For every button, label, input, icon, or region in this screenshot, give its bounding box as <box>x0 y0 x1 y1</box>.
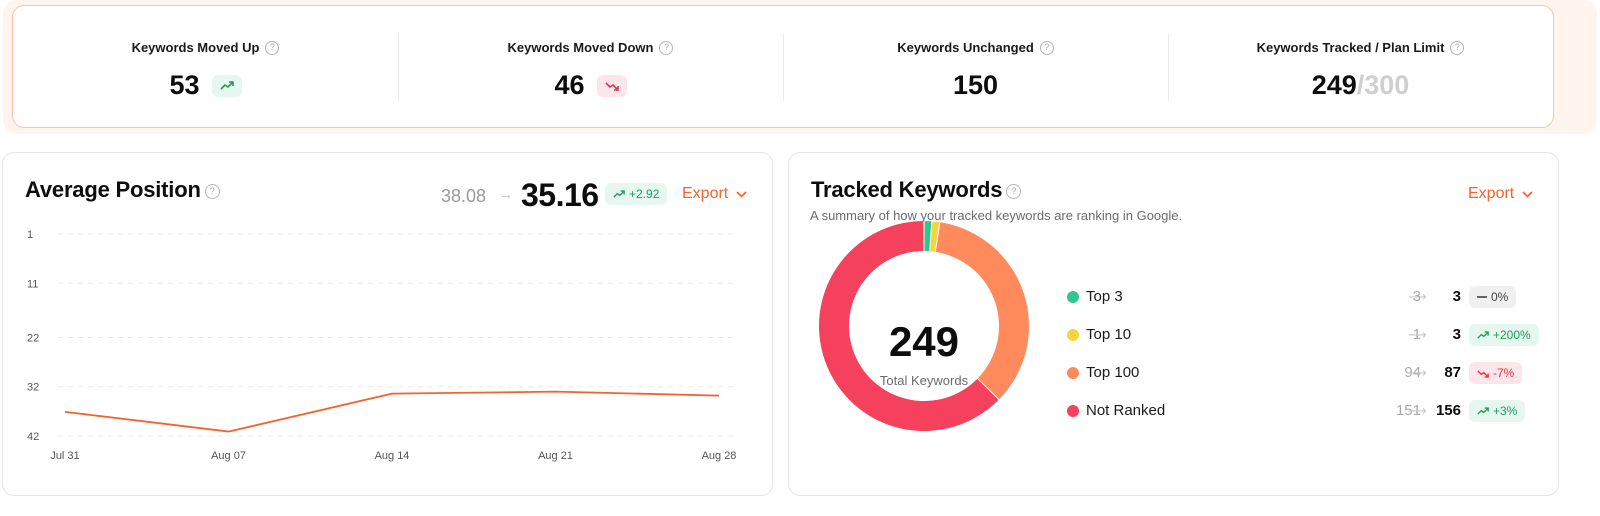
total-keywords-value: 249 <box>888 318 960 365</box>
help-icon[interactable]: ? <box>265 40 280 55</box>
y-tick-label: 42 <box>27 431 39 443</box>
total-keywords-label: Total Keywords <box>879 373 969 388</box>
legend-change-badge: +3% <box>1469 400 1526 422</box>
position-change-badge: +2.92 <box>605 183 668 205</box>
help-icon[interactable]: ? <box>1450 40 1465 55</box>
y-tick-label: 32 <box>27 382 39 394</box>
help-icon[interactable]: ? <box>204 183 220 199</box>
arrow-right-icon: → <box>499 186 513 202</box>
series-line <box>64 390 720 433</box>
legend-dot <box>1067 405 1079 417</box>
dash-icon <box>1477 296 1487 298</box>
average-position-card: Average Position ? 38.08 → 35.16 +2.92 E… <box>2 152 773 496</box>
trend-up-icon <box>613 189 625 198</box>
change-value: +2.92 <box>629 187 660 201</box>
y-tick-label: 22 <box>27 332 39 344</box>
donut-slice[interactable] <box>930 221 940 252</box>
export-button[interactable]: Export <box>1468 185 1533 203</box>
trend-down-icon <box>1477 369 1489 378</box>
legend-current: 87 <box>1444 364 1461 381</box>
chevron-down-icon <box>1522 190 1533 198</box>
stat-moved-up: Keywords Moved Up ? 53 <box>13 6 398 127</box>
legend-current: 156 <box>1435 402 1461 419</box>
y-tick-label: 11 <box>27 278 38 290</box>
arrow-right-icon: ⟶ <box>1408 365 1427 380</box>
arrow-right-icon: ⟶ <box>1408 403 1427 418</box>
trend-up-icon <box>1477 330 1489 339</box>
stat-tracked-limit: Keywords Tracked / Plan Limit ? 249/300 <box>1168 6 1553 127</box>
legend-dot <box>1067 329 1079 341</box>
donut-slice[interactable] <box>924 221 932 252</box>
stat-value: 53 <box>169 70 200 100</box>
help-icon[interactable]: ? <box>1039 40 1054 55</box>
x-tick-label: Aug 28 <box>702 450 737 462</box>
change-value: +3% <box>1493 404 1518 418</box>
stat-label: Keywords Moved Up <box>131 40 260 55</box>
card-title: Tracked Keywords <box>811 177 1003 202</box>
x-tick-label: Aug 21 <box>538 450 573 462</box>
donut-slice[interactable] <box>819 221 999 431</box>
tracked-keywords-card: Tracked Keywords ? A summary of how your… <box>788 152 1559 496</box>
change-value: +200% <box>1493 328 1531 342</box>
x-tick-label: Aug 07 <box>211 450 246 462</box>
legend-name: Not Ranked <box>1086 402 1166 419</box>
legend-dot <box>1067 291 1079 303</box>
y-tick-label: 1 <box>27 229 33 241</box>
legend-change-badge: +200% <box>1469 324 1539 346</box>
arrow-right-icon: ⟶ <box>1408 327 1427 342</box>
legend-name: Top 10 <box>1086 326 1132 343</box>
change-value: 0% <box>1491 290 1509 304</box>
stat-unchanged: Keywords Unchanged ? 150 <box>783 6 1168 127</box>
legend-row-top-3: Top 3 3 ⟶ 3 0% <box>1067 285 1535 309</box>
legend-change-badge: -7% <box>1469 362 1523 384</box>
export-label: Export <box>682 185 729 202</box>
x-tick-label: Jul 31 <box>50 450 79 462</box>
legend-row-top-10: Top 10 1 ⟶ 3 +200% <box>1067 323 1539 347</box>
tracked-keywords-donut <box>819 221 1029 431</box>
legend-current: 3 <box>1452 326 1461 343</box>
legend-name: Top 100 <box>1086 364 1140 381</box>
current-position: 35.16 <box>521 177 599 213</box>
export-label: Export <box>1468 185 1515 202</box>
trend-down-icon <box>596 74 627 97</box>
x-tick-label: Aug 14 <box>375 450 410 462</box>
chevron-down-icon <box>736 190 747 198</box>
help-icon[interactable]: ? <box>1006 183 1022 199</box>
stat-value: 46 <box>554 70 585 100</box>
legend-current: 3 <box>1452 288 1461 305</box>
donut-slice[interactable] <box>935 222 1029 400</box>
export-button[interactable]: Export <box>682 185 747 203</box>
trend-up-icon <box>211 74 242 97</box>
stat-moved-down: Keywords Moved Down ? 46 <box>398 6 783 127</box>
legend-row-top-100: Top 100 94 ⟶ 87 -7% <box>1067 361 1535 385</box>
plan-limit: /300 <box>1356 70 1410 100</box>
legend-dot <box>1067 367 1079 379</box>
stat-label: Keywords Moved Down <box>507 40 654 55</box>
stat-label: Keywords Unchanged <box>897 40 1034 55</box>
legend-previous: 1 <box>1412 326 1421 343</box>
legend-name: Top 3 <box>1086 288 1123 305</box>
stat-value: 150 <box>952 70 999 100</box>
legend-change-badge: 0% <box>1469 286 1517 308</box>
previous-position: 38.08 <box>441 186 487 206</box>
trend-up-icon <box>1477 406 1489 415</box>
card-title: Average Position <box>25 177 201 202</box>
stat-value: 249 <box>1311 70 1357 100</box>
legend-previous: 151 <box>1395 402 1421 419</box>
legend-previous: 3 <box>1412 288 1421 305</box>
legend-previous: 94 <box>1404 364 1421 381</box>
legend-row-not-ranked: Not Ranked 151 ⟶ 156 +3% <box>1067 399 1535 423</box>
stat-label: Keywords Tracked / Plan Limit <box>1256 40 1445 55</box>
card-subtitle: A summary of how your tracked keywords a… <box>810 208 1183 223</box>
stats-panel: Keywords Moved Up ? 53 Keywords Moved Do… <box>12 5 1554 128</box>
arrow-right-icon: ⟶ <box>1408 289 1427 304</box>
stats-summary: Keywords Moved Up ? 53 Keywords Moved Do… <box>3 0 1597 134</box>
help-icon[interactable]: ? <box>659 40 674 55</box>
change-value: -7% <box>1493 366 1515 380</box>
